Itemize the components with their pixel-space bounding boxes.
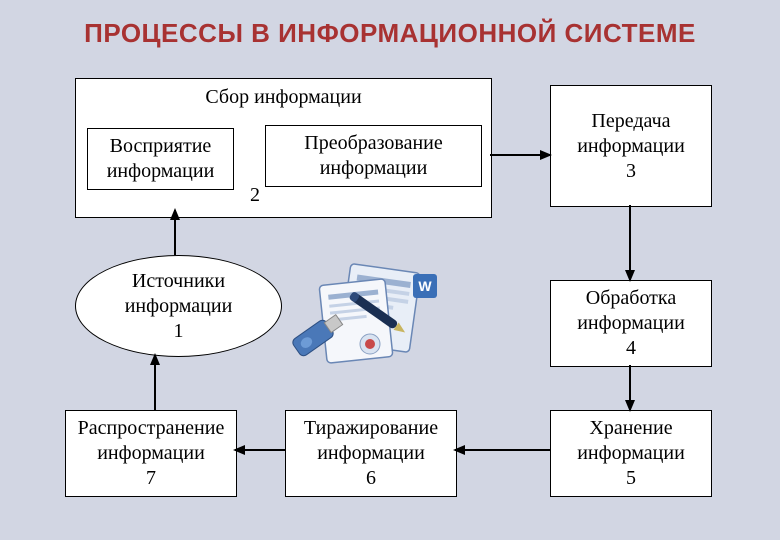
- node-transformation-label: Преобразование информации: [304, 131, 443, 181]
- node-replication-label: Тиражирование информации 6: [304, 416, 438, 491]
- node-perception-label: Восприятие информации: [107, 134, 215, 184]
- node-distribution-label: Распространение информации 7: [78, 416, 225, 491]
- node-perception: Восприятие информации: [87, 128, 234, 190]
- node-transfer: Передача информации 3: [550, 85, 712, 207]
- node-collection-label: Сбор информации: [205, 85, 361, 110]
- node-transfer-label: Передача информации 3: [577, 109, 685, 184]
- node-storage-label: Хранение информации 5: [577, 416, 685, 491]
- node-sources-label: Источники информации 1: [125, 269, 233, 344]
- node-replication: Тиражирование информации 6: [285, 410, 457, 497]
- node-processing-label: Обработка информации 4: [577, 286, 685, 361]
- diagram-title: ПРОЦЕССЫ В ИНФОРМАЦИОННОЙ СИСТЕМЕ: [0, 18, 780, 49]
- node-sources: Источники информации 1: [75, 255, 282, 357]
- node-distribution: Распространение информации 7: [65, 410, 237, 497]
- center-graphic-icon: W: [275, 260, 455, 370]
- node-transformation: Преобразование информации: [265, 125, 482, 187]
- label-num-2: 2: [250, 184, 260, 207]
- svg-text:W: W: [418, 278, 432, 294]
- node-processing: Обработка информации 4: [550, 280, 712, 367]
- node-storage: Хранение информации 5: [550, 410, 712, 497]
